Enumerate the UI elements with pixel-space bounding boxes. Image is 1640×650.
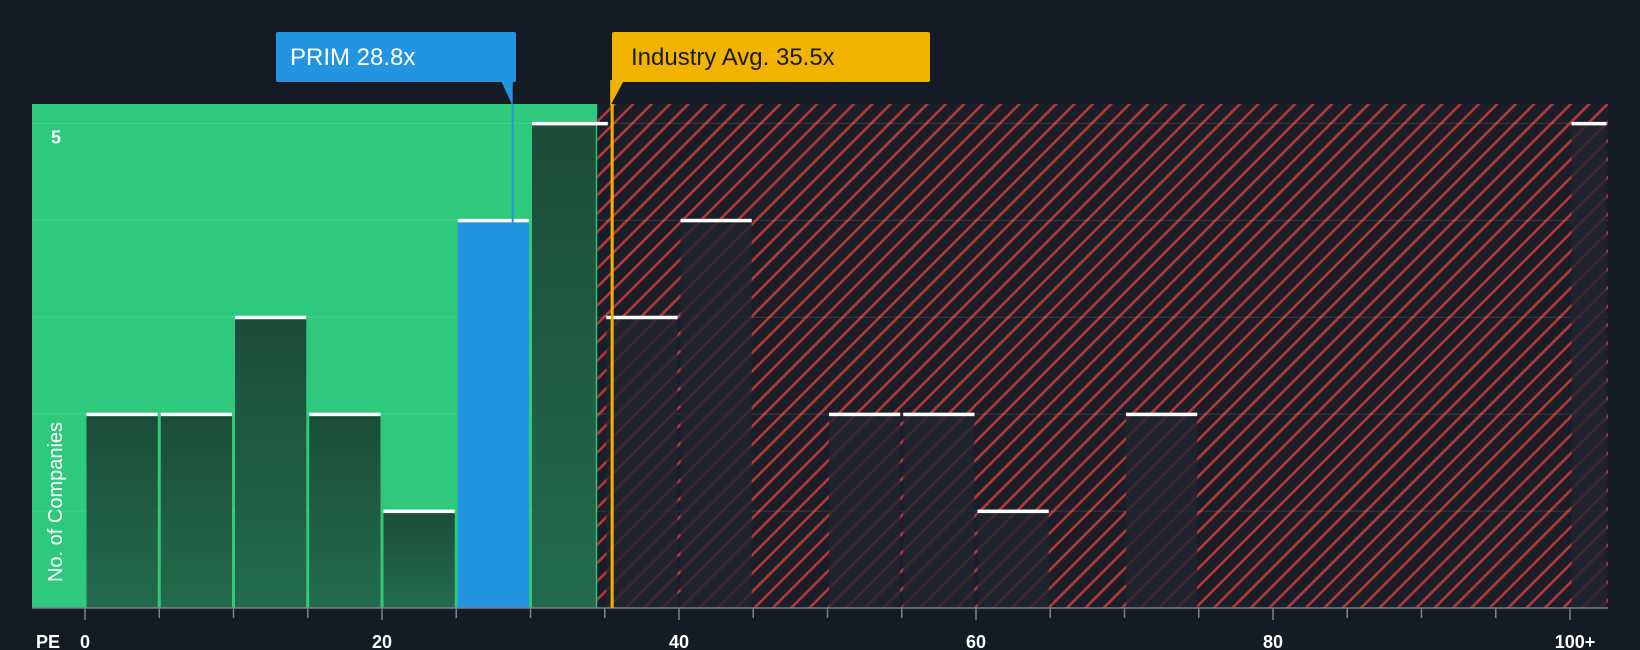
bar-top-marker: [532, 121, 608, 126]
bar-top-marker: [235, 315, 307, 320]
histogram-bar: [383, 511, 455, 608]
histogram-bar: [977, 511, 1049, 608]
histogram-bar: [457, 220, 529, 609]
x-tick-label: 0: [80, 632, 90, 650]
bar-top-marker: [606, 315, 678, 320]
bar-top-marker: [457, 218, 529, 223]
bar-top-marker: [680, 218, 752, 223]
bar-top-marker: [160, 412, 232, 417]
industry-callout-box: [612, 32, 930, 82]
x-tick-label: 80: [1263, 632, 1283, 650]
histogram-bar: [532, 123, 596, 608]
bar-top-marker: [1571, 121, 1607, 126]
y-tick-label: 5: [51, 127, 61, 147]
x-tick-label: 40: [669, 632, 689, 650]
expensive-zone-hatch: [597, 104, 1608, 608]
y-axis-label: No. of Companies: [45, 422, 67, 582]
company-callout-label: PRIM 28.8x: [290, 44, 415, 71]
histogram-bar: [1571, 123, 1607, 608]
x-tick-label: 60: [966, 632, 986, 650]
histogram-bar: [680, 220, 752, 609]
histogram-bar: [235, 317, 307, 608]
histogram-bar: [829, 414, 901, 608]
x-tick-label: 100+: [1555, 632, 1596, 650]
bar-top-marker: [86, 412, 158, 417]
histogram-bar: [86, 414, 158, 608]
industry-callout-pointer: [610, 80, 625, 106]
histogram-bar: [160, 414, 232, 608]
histogram-bar: [309, 414, 381, 608]
industry-callout-label: Industry Avg. 35.5x: [631, 44, 835, 71]
histogram-bar: [606, 317, 678, 608]
company-callout-box: [276, 32, 516, 82]
bar-top-marker: [383, 509, 455, 514]
company-callout-pointer: [500, 80, 513, 106]
x-axis-label: PE: [36, 632, 60, 650]
x-tick-label: 20: [372, 632, 392, 650]
bar-top-marker: [903, 412, 975, 417]
histogram-bar: [903, 414, 975, 608]
bar-top-marker: [829, 412, 901, 417]
histogram-bar: [1126, 414, 1198, 608]
bar-top-marker: [1126, 412, 1198, 417]
bar-top-marker: [977, 509, 1049, 514]
bar-top-marker: [309, 412, 381, 417]
